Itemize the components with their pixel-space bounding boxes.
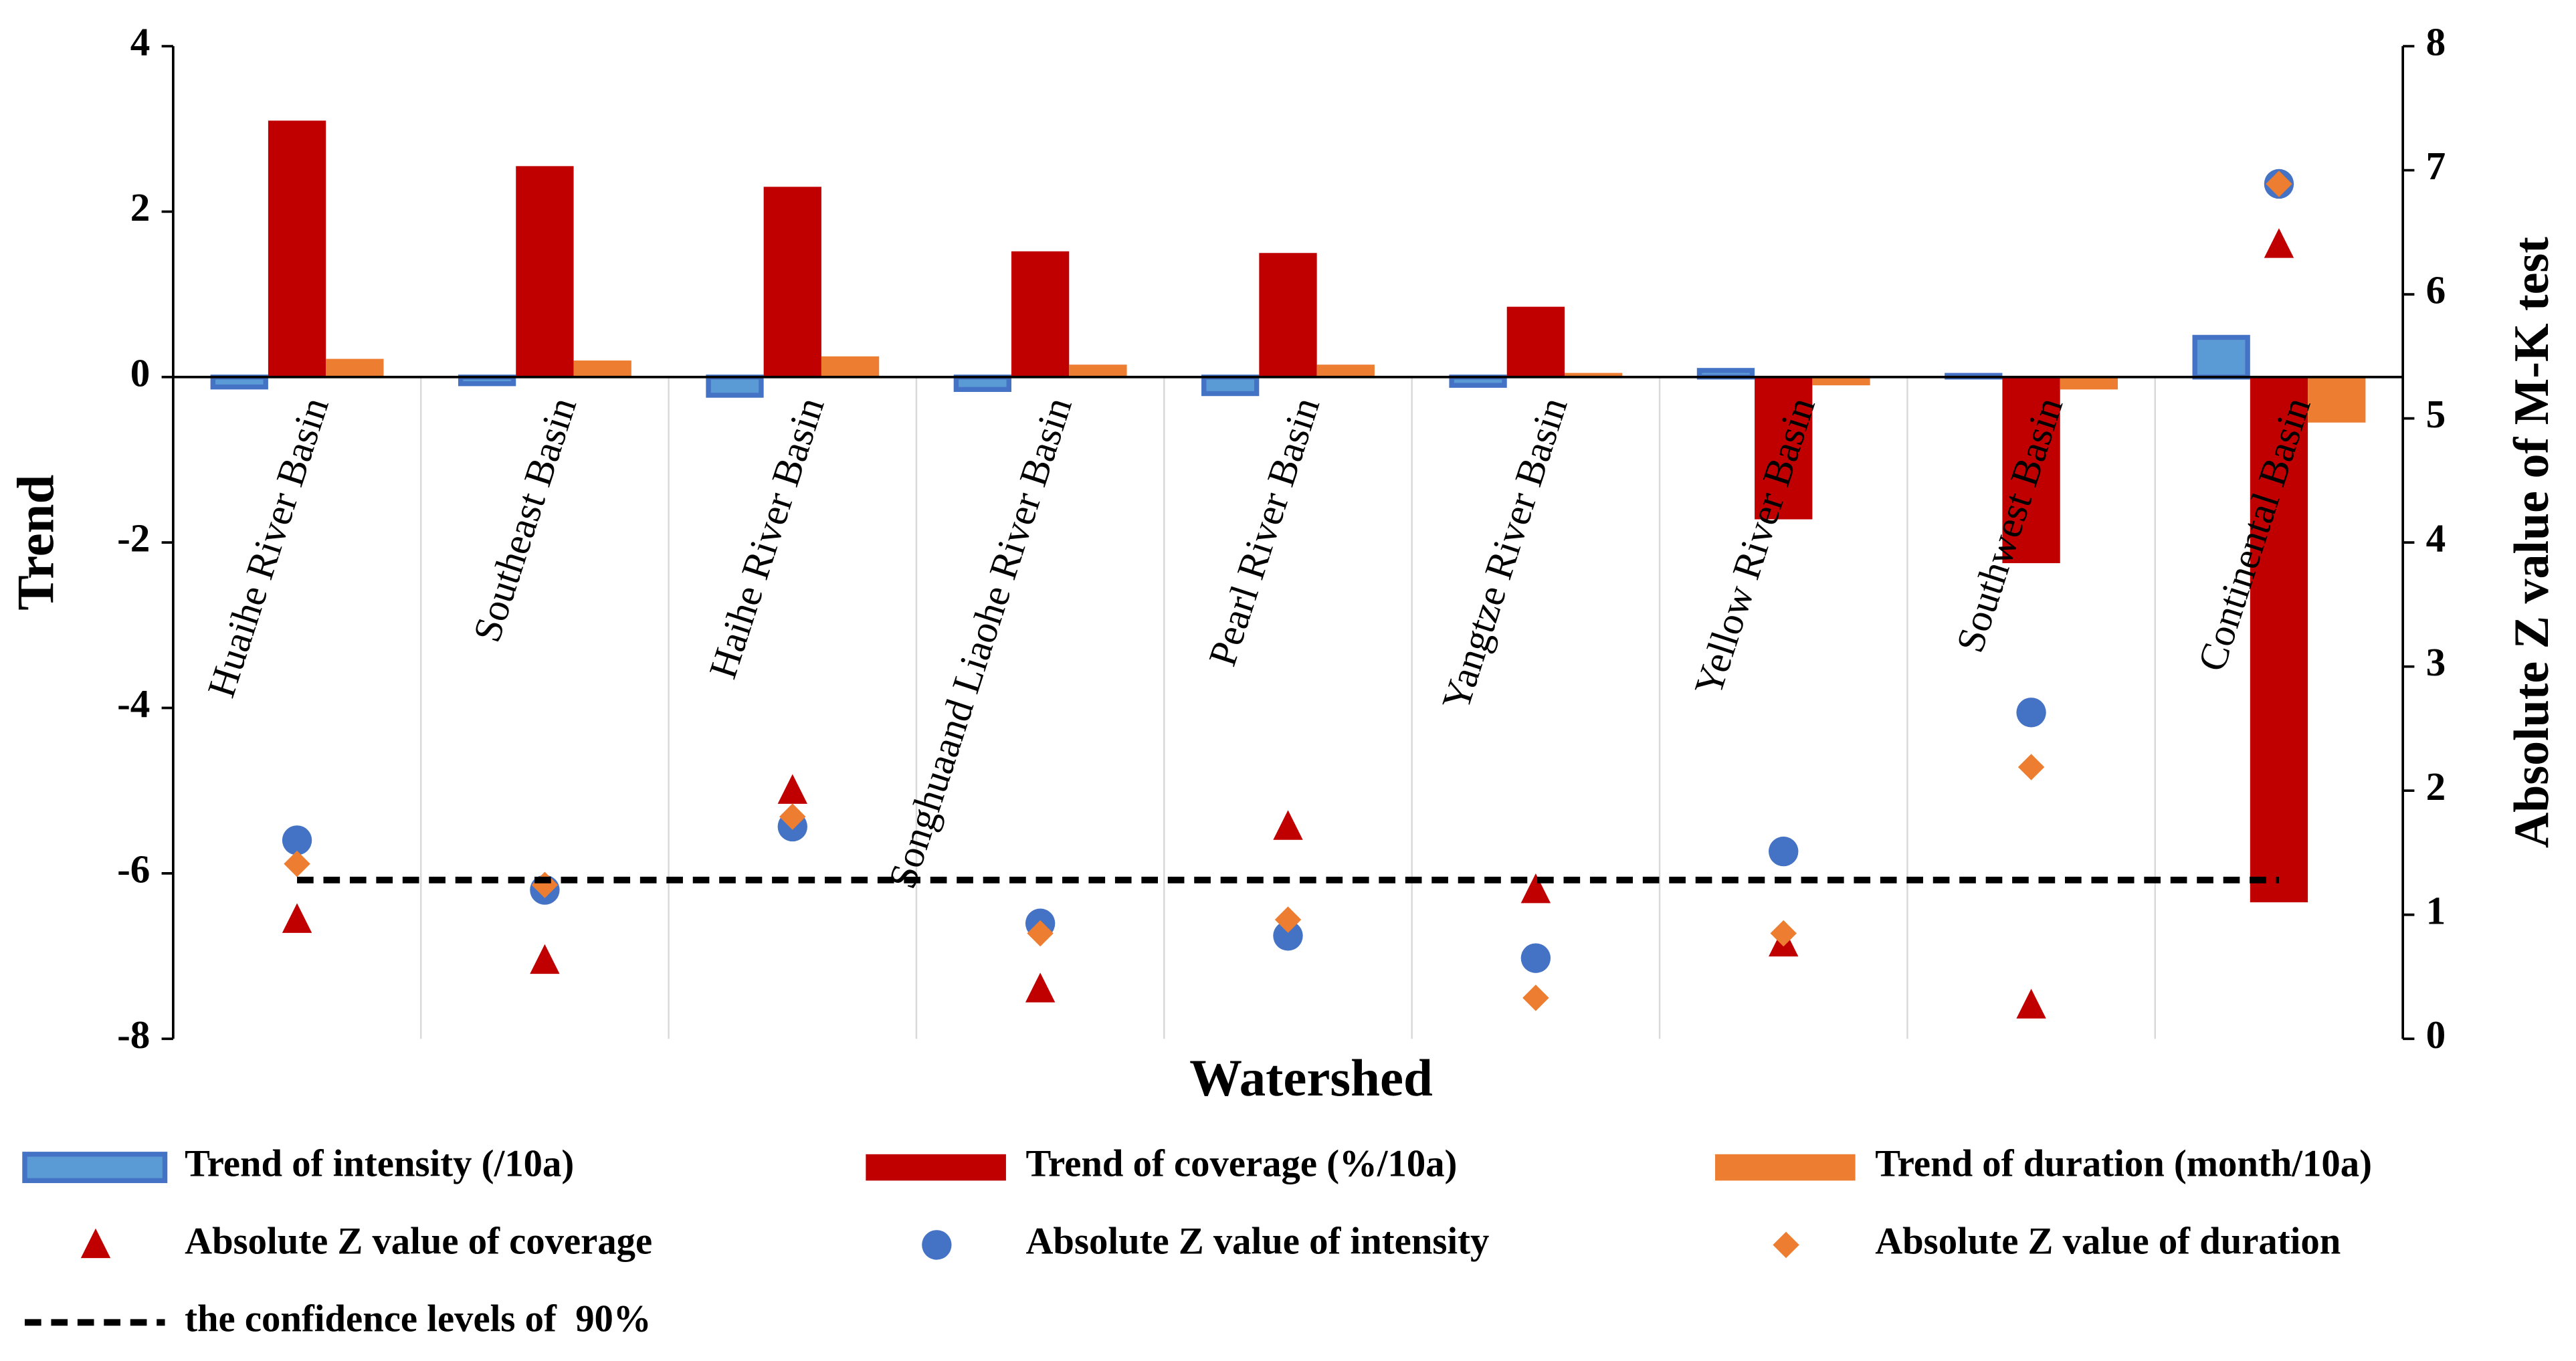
marker-diamond — [1770, 920, 1797, 947]
marker-triangle — [2016, 988, 2046, 1019]
legend-item: the confidence levels of 90% — [24, 1297, 652, 1340]
bar — [1812, 377, 1870, 386]
y-tick-label: -8 — [117, 1013, 150, 1057]
y2-tick-label: 3 — [2426, 640, 2446, 684]
x-tick-label: Songhuaand Liaohe River Basin — [880, 392, 1080, 894]
bar — [268, 120, 326, 377]
marker-triangle — [80, 1228, 111, 1259]
y2-tick-label: 1 — [2426, 888, 2446, 932]
legend-item: Absolute Z value of duration — [1773, 1220, 2341, 1262]
marker-circle — [2016, 698, 2046, 728]
marker-triangle — [2264, 228, 2294, 258]
marker-diamond — [1522, 984, 1549, 1011]
y2-tick-label: 8 — [2426, 20, 2446, 64]
bar — [706, 375, 764, 398]
y-axis-title: Trend — [7, 475, 66, 611]
y2-tick-label: 0 — [2426, 1013, 2446, 1057]
marker-triangle — [1273, 810, 1303, 840]
legend-item: Trend of duration (month/10a) — [1715, 1143, 2372, 1185]
x-tick-label: Southeast Basin — [464, 392, 585, 647]
marker-diamond — [1027, 920, 1054, 947]
marker-circle — [282, 825, 312, 855]
bar — [1011, 251, 1070, 377]
legend-item: Absolute Z value of coverage — [80, 1220, 652, 1262]
legend-label: Absolute Z value of duration — [1875, 1220, 2341, 1262]
y2-tick-label: 5 — [2426, 392, 2446, 436]
marker-circle — [922, 1230, 952, 1260]
bar — [2060, 377, 2118, 390]
marker-triangle — [282, 903, 312, 933]
legend-label: Trend of duration (month/10a) — [1875, 1143, 2372, 1185]
x-tick-label: Yangtze River Basin — [1433, 392, 1575, 715]
legend-swatch — [1715, 1154, 1856, 1181]
marker-triangle — [1520, 873, 1551, 904]
y-tick-label: 2 — [130, 185, 151, 229]
bar — [953, 375, 1011, 393]
x-tick-label: Huaihe River Basin — [199, 392, 337, 702]
bar — [573, 360, 631, 377]
legend-swatch — [22, 1152, 168, 1183]
bar — [2002, 377, 2060, 564]
y2-tick-label: 7 — [2426, 144, 2446, 188]
bar — [1259, 253, 1317, 377]
bar — [1506, 306, 1565, 377]
y-tick-label: 0 — [130, 350, 151, 395]
legend-label: Absolute Z value of intensity — [1025, 1220, 1489, 1262]
bar — [2308, 377, 2366, 423]
marker-diamond — [779, 803, 806, 830]
x-axis-title: Watershed — [1189, 1049, 1433, 1108]
legend-item: Trend of intensity (/10a) — [22, 1143, 574, 1185]
y-tick-label: 4 — [130, 20, 151, 64]
legend-label: Absolute Z value of coverage — [185, 1220, 652, 1262]
bar — [2250, 377, 2308, 903]
marker-diamond — [2017, 754, 2045, 780]
y2-tick-label: 2 — [2426, 764, 2446, 809]
y2-tick-label: 4 — [2426, 516, 2446, 560]
x-tick-label: Haihe River Basin — [700, 392, 833, 684]
bar — [1069, 364, 1127, 377]
bar — [2192, 334, 2250, 380]
legend-label: the confidence levels of 90% — [185, 1297, 651, 1340]
bar — [763, 187, 821, 377]
x-tick-label: Yellow River Basin — [1686, 392, 1823, 701]
bar — [1755, 377, 1813, 520]
y-tick-label: -2 — [117, 516, 150, 560]
bar — [1565, 373, 1623, 377]
y-tick-label: -4 — [117, 682, 150, 726]
marker-circle — [1520, 943, 1551, 973]
bar — [210, 375, 268, 390]
legend-swatch — [866, 1154, 1006, 1181]
bar — [1316, 364, 1375, 377]
marker-triangle — [777, 774, 807, 804]
marker-triangle — [530, 944, 560, 974]
marker-diamond — [1773, 1231, 1799, 1259]
y2-axis-title: Absolute Z value of M-K test — [2504, 237, 2559, 848]
bar — [821, 356, 880, 377]
marker-circle — [1273, 921, 1303, 951]
x-tick-label: Pearl River Basin — [1200, 392, 1328, 671]
bar — [1201, 375, 1260, 397]
legend-label: Trend of coverage (%/10a) — [1025, 1143, 1457, 1185]
marker-diamond — [1274, 906, 1302, 933]
y-tick-label: -6 — [117, 847, 150, 891]
marker-diamond — [284, 850, 310, 877]
y2-tick-label: 6 — [2426, 268, 2446, 312]
marker-triangle — [1025, 972, 1056, 1003]
bar — [516, 166, 574, 377]
legend-item: Absolute Z value of intensity — [922, 1220, 1489, 1262]
legend-item: Trend of coverage (%/10a) — [866, 1143, 1457, 1185]
bar — [326, 358, 384, 377]
bar — [1449, 375, 1507, 388]
marker-circle — [1769, 836, 1799, 867]
legend-label: Trend of intensity (/10a) — [185, 1143, 574, 1185]
